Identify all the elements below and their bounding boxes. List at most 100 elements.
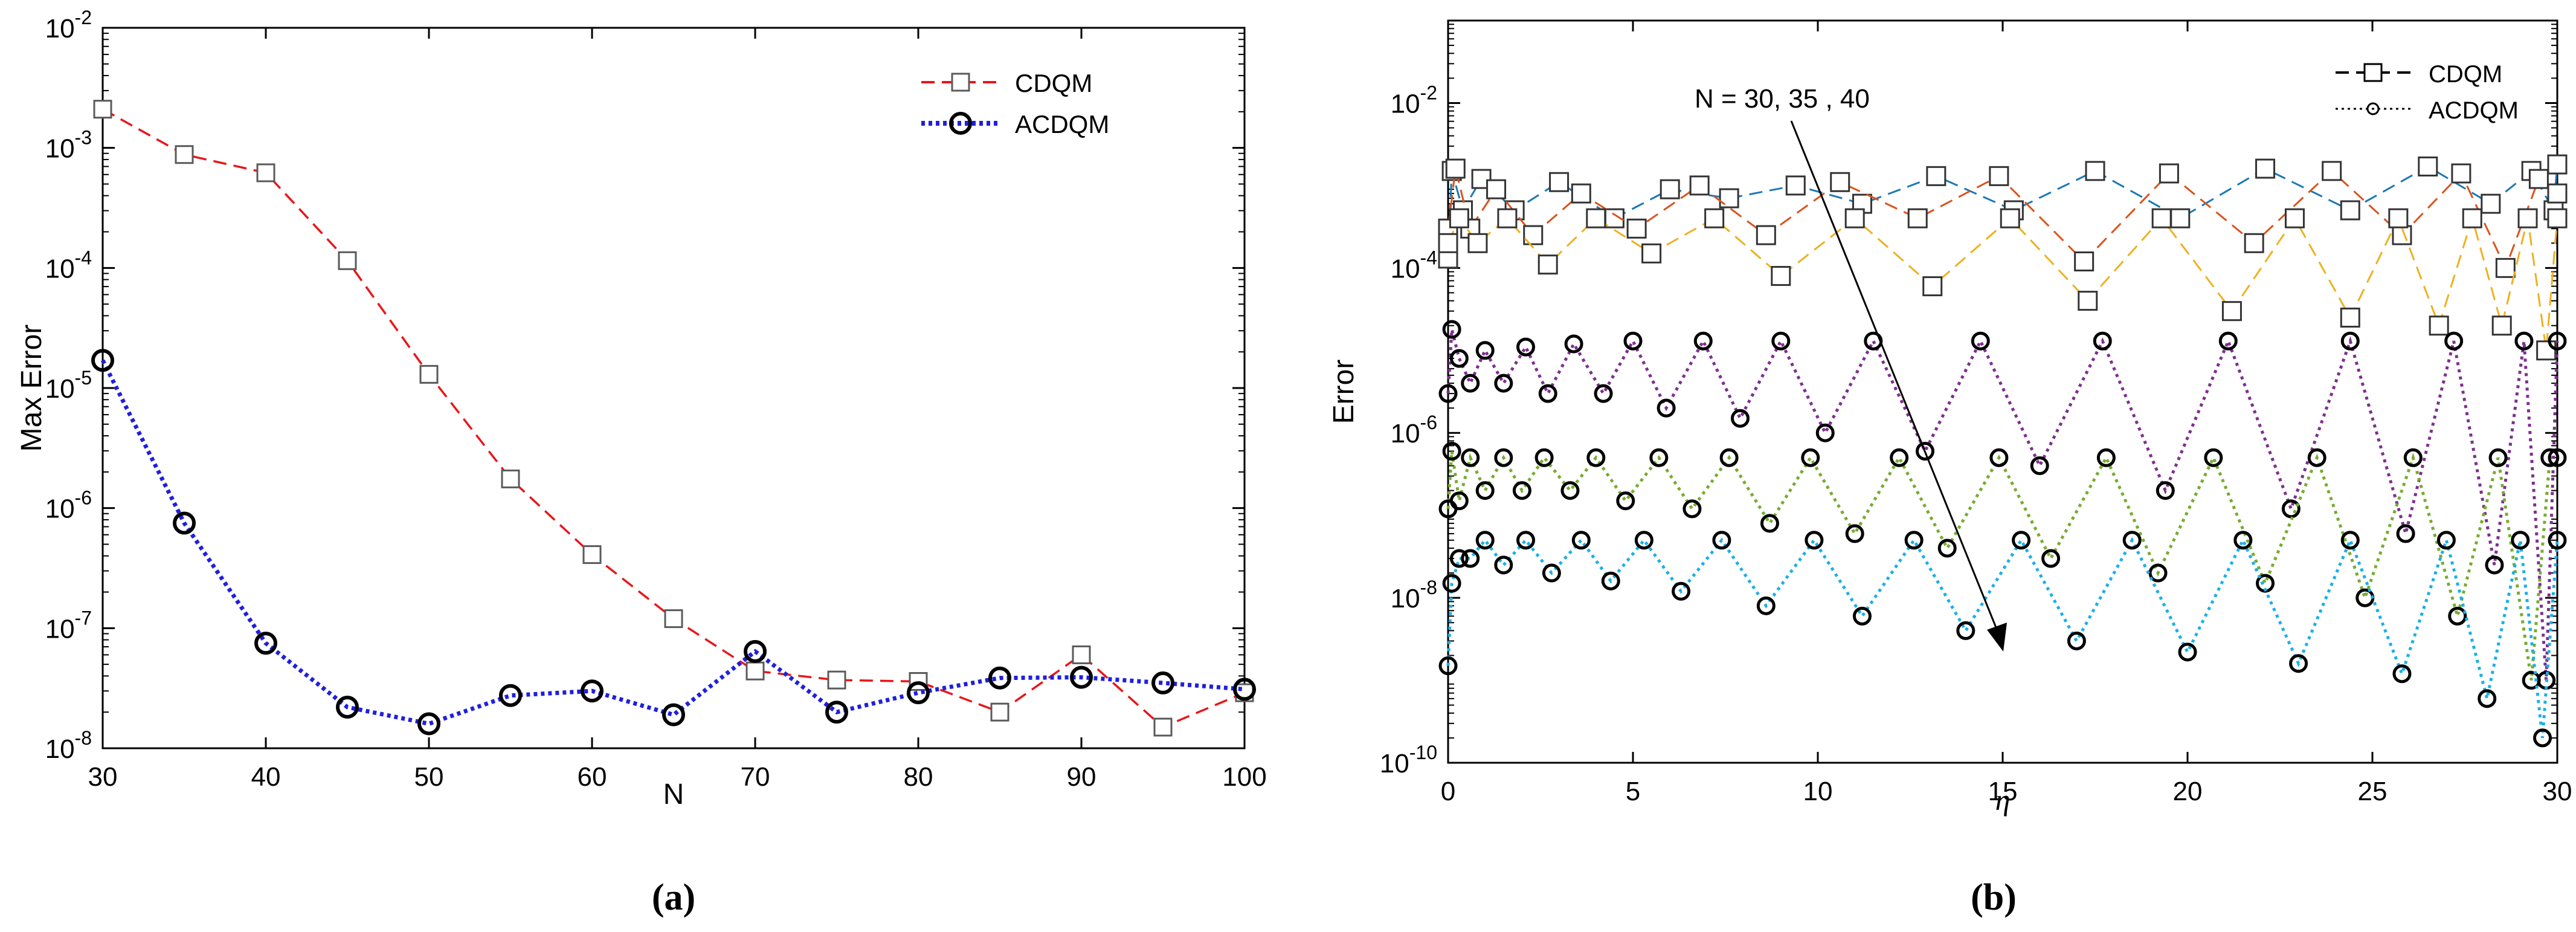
data-point-circle xyxy=(1971,331,1990,351)
data-point-square xyxy=(2340,307,2360,328)
data-point-circle xyxy=(2396,524,2415,543)
data-point-square xyxy=(2481,193,2501,214)
panel-b-legend-acdqm: ACDQM xyxy=(2429,97,2519,124)
data-point-square xyxy=(1438,233,1458,253)
data-point-square xyxy=(1449,208,1469,228)
data-point-circle xyxy=(1475,531,1495,550)
panel-a-xlabel: N xyxy=(663,778,684,811)
caption-b-letter: b xyxy=(1983,877,2004,918)
data-point-square xyxy=(1467,233,1488,253)
data-point-circle xyxy=(2178,642,2197,662)
data-point-square xyxy=(1072,645,1091,664)
data-point-circle xyxy=(1771,331,1791,351)
data-point-circle xyxy=(1538,384,1557,403)
data-point-circle xyxy=(1442,574,1461,593)
data-point-circle xyxy=(2448,606,2467,626)
data-point-square xyxy=(419,364,439,384)
data-point-circle xyxy=(1475,481,1495,500)
data-point-circle xyxy=(173,511,196,535)
data-point-circle xyxy=(2148,563,2168,583)
data-point-circle xyxy=(1516,531,1536,550)
x-tick-label: 5 xyxy=(1626,777,1640,806)
data-point-circle xyxy=(1801,448,1820,467)
data-point-square xyxy=(1756,225,1776,245)
data-point-circle xyxy=(2012,531,2031,550)
data-point-circle xyxy=(1672,581,1691,601)
data-point-square xyxy=(2495,257,2516,278)
y-tick-label: 10-6 xyxy=(1391,412,1437,448)
x-tick-label: 80 xyxy=(904,762,933,792)
data-point-circle xyxy=(2204,448,2223,467)
data-point-square xyxy=(1586,208,1606,228)
annotation-arrowhead xyxy=(1987,623,2007,652)
data-point-circle xyxy=(1461,549,1480,568)
data-point-square xyxy=(2491,316,2512,336)
y-tick-label: 10-10 xyxy=(1380,742,1437,778)
data-point-square xyxy=(1689,175,1710,196)
panel-b-legend: CDQM ACDQM xyxy=(2336,61,2519,124)
y-tick-label: 10-8 xyxy=(45,727,92,764)
data-point-circle xyxy=(907,681,930,705)
data-point-circle xyxy=(1534,448,1554,467)
panel-a-ylabel: Max Error xyxy=(16,325,48,452)
data-point-circle xyxy=(1657,398,1676,418)
data-point-circle xyxy=(2478,689,2497,708)
x-tick-label: 90 xyxy=(1067,762,1096,792)
data-point-circle xyxy=(1623,331,1643,351)
data-point-circle xyxy=(825,701,848,724)
data-point-square xyxy=(2244,233,2264,253)
data-point-circle xyxy=(2096,448,2116,467)
data-point-square xyxy=(2388,208,2409,228)
data-point-square xyxy=(1771,266,1791,286)
data-point-circle xyxy=(2533,728,2552,748)
data-point-square xyxy=(2078,291,2098,311)
data-point-square xyxy=(2255,158,2276,179)
data-point-circle xyxy=(2392,664,2412,684)
data-point-circle xyxy=(744,639,767,663)
data-point-circle xyxy=(1571,531,1591,550)
data-point-circle xyxy=(1542,563,1561,583)
data-point-circle xyxy=(2488,448,2508,467)
x-tick-label: 50 xyxy=(414,762,444,792)
panel-a-chart: 30 40 50 60 70 80 90 100 10-8 10-7 10-6 10-5 10-4 10-… xyxy=(16,7,1267,811)
data-point-circle xyxy=(2548,531,2567,550)
data-point-circle xyxy=(581,679,604,703)
data-point-circle xyxy=(988,666,1011,690)
annotation-arrow xyxy=(1790,120,2002,640)
data-point-square xyxy=(175,145,194,164)
x-tick-label: 0 xyxy=(1441,777,1455,806)
x-tick-label: 10 xyxy=(1803,777,1833,806)
data-point-circle xyxy=(1634,531,1653,550)
data-point-circle xyxy=(1616,491,1635,511)
data-point-circle xyxy=(1560,481,1580,500)
data-point-square xyxy=(2547,208,2568,228)
data-point-circle xyxy=(2030,456,2049,476)
data-point-circle xyxy=(1442,320,1461,339)
x-tick-label: 70 xyxy=(741,762,770,792)
panel-b-chart: 0 5 10 15 20 25 30 10-10 10-8 10-6 10-4 10-2 η Erro… xyxy=(1328,19,2572,817)
data-point-square xyxy=(1926,166,1946,186)
data-point-circle xyxy=(1719,448,1739,467)
data-point-square xyxy=(2547,183,2568,204)
data-point-circle xyxy=(2067,631,2086,650)
data-point-square xyxy=(1704,208,1725,228)
data-point-square xyxy=(2074,251,2095,272)
data-point-circle xyxy=(1956,621,1975,640)
data-point-circle xyxy=(1904,531,1924,550)
data-point-square xyxy=(1641,243,1662,264)
data-point-circle xyxy=(2307,448,2326,467)
data-point-circle xyxy=(1845,524,1864,543)
data-point-circle xyxy=(2340,331,2360,351)
caption-a: (a) xyxy=(652,877,695,918)
data-point-circle xyxy=(1760,514,1779,533)
data-point-circle xyxy=(1461,448,1480,467)
panel-a-legend-cdqm: CDQM xyxy=(1015,69,1092,97)
data-point-circle xyxy=(2218,331,2238,351)
data-point-circle xyxy=(2122,531,2142,550)
data-point-square xyxy=(93,100,112,119)
data-point-square xyxy=(1486,179,1507,199)
data-point-circle xyxy=(91,349,114,372)
data-point-circle xyxy=(1442,441,1461,461)
data-point-square xyxy=(2085,161,2105,181)
data-point-circle xyxy=(2514,331,2534,351)
